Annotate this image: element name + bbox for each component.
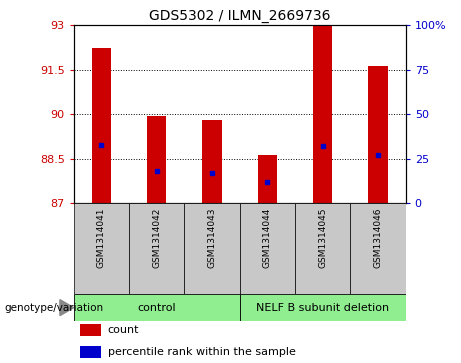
- Bar: [74, 203, 129, 294]
- Bar: [313, 25, 332, 203]
- Text: NELF B subunit deletion: NELF B subunit deletion: [256, 303, 389, 313]
- Bar: [92, 48, 111, 203]
- Bar: [295, 203, 350, 294]
- Polygon shape: [60, 300, 74, 315]
- Bar: [147, 116, 166, 203]
- Text: GSM1314046: GSM1314046: [373, 208, 383, 268]
- Text: percentile rank within the sample: percentile rank within the sample: [107, 347, 296, 357]
- Text: control: control: [137, 303, 176, 313]
- Text: GSM1314043: GSM1314043: [207, 208, 217, 268]
- Bar: [240, 294, 406, 321]
- Text: GSM1314042: GSM1314042: [152, 208, 161, 268]
- Text: GSM1314044: GSM1314044: [263, 208, 272, 268]
- Text: GSM1314045: GSM1314045: [318, 208, 327, 268]
- Text: GDS5302 / ILMN_2669736: GDS5302 / ILMN_2669736: [149, 9, 331, 23]
- Bar: [184, 203, 240, 294]
- Bar: [240, 203, 295, 294]
- Bar: [350, 203, 406, 294]
- Text: count: count: [107, 325, 139, 335]
- Bar: [202, 120, 222, 203]
- Bar: [129, 203, 184, 294]
- Bar: [258, 155, 277, 203]
- Text: GSM1314041: GSM1314041: [97, 208, 106, 268]
- Bar: [80, 346, 101, 358]
- Bar: [368, 66, 388, 203]
- Bar: [74, 294, 240, 321]
- Text: genotype/variation: genotype/variation: [5, 303, 104, 313]
- Bar: [80, 324, 101, 336]
